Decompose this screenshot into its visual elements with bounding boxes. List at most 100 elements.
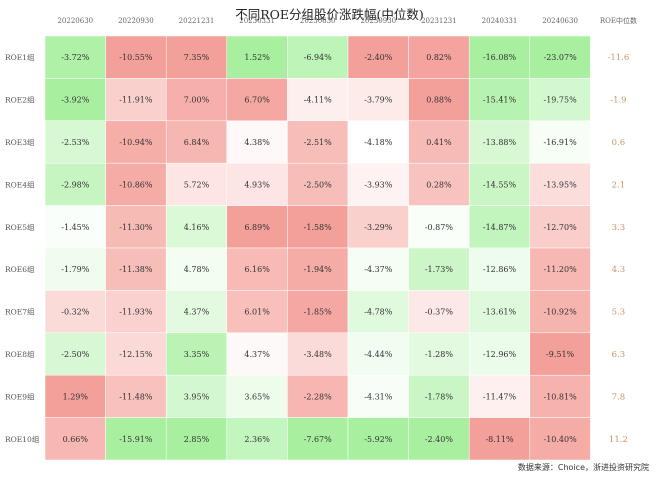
heatmap-cell xyxy=(468,417,531,461)
heatmap-cell xyxy=(226,35,288,79)
heatmap-cell xyxy=(468,205,531,249)
cell-value-label: -14.55% xyxy=(483,180,517,189)
heatmap-cell xyxy=(105,35,167,79)
heatmap-cell xyxy=(105,78,167,122)
heatmap-cell xyxy=(105,374,167,418)
heatmap-cell xyxy=(347,162,409,206)
row-label: ROE10组 xyxy=(5,434,40,444)
column-header: 20220930 xyxy=(118,17,154,25)
cell-value-label: -2.50% xyxy=(304,180,333,189)
cell-value-label: -5.92% xyxy=(364,435,393,444)
cell-value-label: -2.50% xyxy=(61,350,90,359)
cell-value-label: -3.72% xyxy=(61,53,90,62)
cell-value-label: 3.65% xyxy=(244,392,270,401)
chart-title: 不同ROE分组股价涨跌幅(中位数) xyxy=(235,7,424,22)
heatmap-cell xyxy=(408,162,470,206)
cell-value-label: 3.95% xyxy=(184,392,210,401)
column-header: 20221231 xyxy=(179,17,215,25)
cell-value-label: -11.93% xyxy=(119,308,153,317)
heatmap-cell xyxy=(105,332,167,376)
heatmap-cell xyxy=(408,417,470,461)
cell-value-label: -10.86% xyxy=(119,180,153,189)
cell-value-label: -19.75% xyxy=(543,96,577,105)
heatmap-cell xyxy=(287,417,349,461)
cell-value-label: -1.58% xyxy=(304,223,333,232)
column-header: 20231231 xyxy=(421,17,457,25)
heatmap-cell xyxy=(287,78,349,122)
cell-value-label: -2.51% xyxy=(304,138,333,147)
cell-value-label: -0.37% xyxy=(425,308,454,317)
heatmap-cell xyxy=(347,120,409,164)
cell-value-label: -2.53% xyxy=(61,138,90,147)
cell-value-label: -6.94% xyxy=(304,53,333,62)
cell-value-label: -4.78% xyxy=(364,308,393,317)
cell-value-label: 6.01% xyxy=(244,308,270,317)
row-label: ROE3组 xyxy=(5,137,35,147)
cell-value-label: -11.47% xyxy=(483,392,517,401)
cell-value-label: 2.36% xyxy=(244,435,270,444)
heatmap-cell xyxy=(165,417,228,461)
cell-value-label: -1.79% xyxy=(61,265,90,274)
cell-value-label: -1.45% xyxy=(61,223,90,232)
heatmap-cell xyxy=(287,332,349,376)
heatmap-cell xyxy=(226,332,288,376)
cell-value-label: -10.81% xyxy=(543,392,577,401)
roe-median-value: 3.3 xyxy=(612,223,626,233)
heatmap-cell xyxy=(165,78,228,122)
column-header: 20230930 xyxy=(360,17,396,25)
heatmap-cell xyxy=(226,374,288,418)
heatmap-cell xyxy=(468,247,531,291)
cell-value-label: -3.79% xyxy=(364,96,393,105)
cell-value-label: 5.72% xyxy=(184,180,210,189)
cell-value-label: 4.37% xyxy=(244,350,270,359)
cell-value-label: -1.85% xyxy=(304,308,333,317)
heatmap-cell xyxy=(287,120,349,164)
roe-median-value: 7.8 xyxy=(612,392,626,402)
roe-median-value: 4.3 xyxy=(612,265,626,275)
heatmap-cell xyxy=(347,417,409,461)
cell-value-label: -0.87% xyxy=(425,223,454,232)
cell-value-label: -11.48% xyxy=(119,392,153,401)
heatmap-cell xyxy=(165,35,228,79)
heatmap-cell xyxy=(165,247,228,291)
cell-value-label: -1.78% xyxy=(425,392,454,401)
cell-value-label: -23.07% xyxy=(543,53,577,62)
heatmap-cell xyxy=(287,35,349,79)
cell-value-label: 4.37% xyxy=(184,308,210,317)
cell-value-label: 2.85% xyxy=(184,435,210,444)
roe-median-value: 0.6 xyxy=(612,138,626,148)
heatmap-cell xyxy=(468,332,531,376)
cell-value-label: -4.18% xyxy=(364,138,393,147)
cell-value-label: -10.40% xyxy=(543,435,577,444)
heatmap-cell xyxy=(529,290,591,334)
cell-value-label: 4.16% xyxy=(184,223,210,232)
row-label: ROE7组 xyxy=(5,307,35,317)
heatmap-cell xyxy=(287,162,349,206)
cell-value-label: -3.93% xyxy=(364,180,393,189)
row-label: ROE5组 xyxy=(5,222,35,232)
cell-value-label: -14.87% xyxy=(483,223,517,232)
cell-value-label: -11.20% xyxy=(543,265,577,274)
column-header: 20240630 xyxy=(542,17,578,25)
cell-value-label: -11.38% xyxy=(119,265,153,274)
cell-value-label: 0.88% xyxy=(426,96,452,105)
row-label: ROE8组 xyxy=(5,349,35,359)
heatmap-cell xyxy=(529,374,591,418)
heatmap-cell xyxy=(347,35,409,79)
heatmap-cell xyxy=(408,374,470,418)
cell-value-label: 6.89% xyxy=(244,223,270,232)
cell-value-label: -4.44% xyxy=(364,350,393,359)
cell-value-label: 0.82% xyxy=(426,53,452,62)
roe-median-value: 11.2 xyxy=(609,435,628,445)
column-header: 20240331 xyxy=(482,17,518,25)
heatmap-cell xyxy=(529,417,591,461)
heatmap-cell xyxy=(468,120,531,164)
row-label: ROE9组 xyxy=(5,391,35,401)
cell-value-label: 1.52% xyxy=(244,53,270,62)
heatmap-cell xyxy=(347,78,409,122)
cell-value-label: 4.78% xyxy=(184,265,210,274)
cell-value-label: -4.37% xyxy=(364,265,393,274)
roe-median-value: 6.3 xyxy=(612,350,626,360)
cell-value-label: -13.61% xyxy=(483,308,517,317)
cell-value-label: -12.70% xyxy=(543,223,577,232)
